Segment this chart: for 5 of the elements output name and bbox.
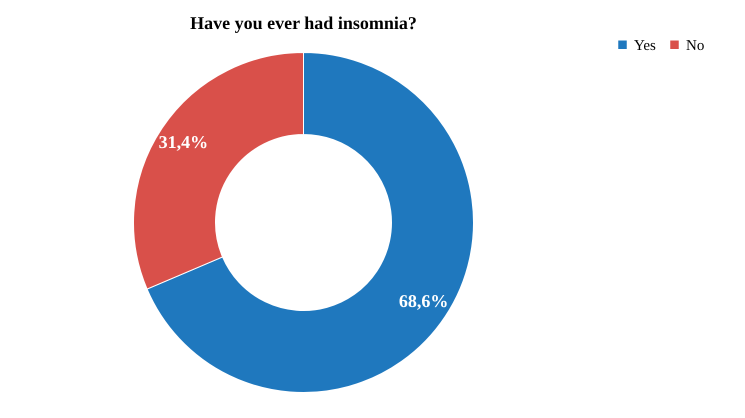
chart-title: Have you ever had insomnia? <box>190 13 417 33</box>
legend-label: No <box>686 38 704 54</box>
data-label: 31,4% <box>158 132 208 152</box>
data-label: 68,6% <box>398 290 448 311</box>
legend-label: Yes <box>634 38 656 54</box>
